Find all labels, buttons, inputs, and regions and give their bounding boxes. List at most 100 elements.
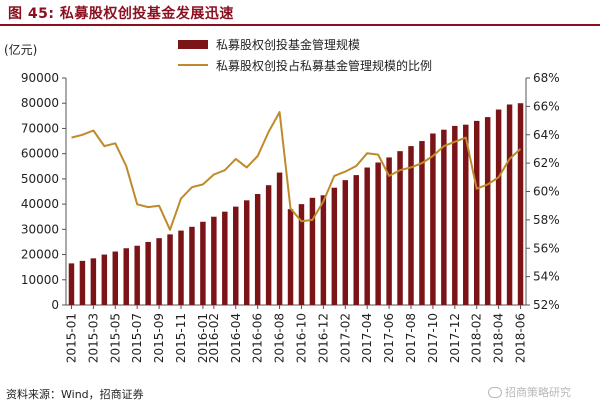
bar-2016-11 <box>309 197 316 305</box>
bar-2016-08 <box>276 172 283 305</box>
legend-bar-swatch <box>178 40 208 49</box>
x-tick-label: 2018-02 <box>470 313 484 363</box>
x-tick-label: 2017-08 <box>404 313 418 363</box>
bar-2018-06 <box>517 103 524 305</box>
x-tick-label: 2018-04 <box>492 313 506 363</box>
x-tick-label: 2017-12 <box>448 313 462 363</box>
x-tick-label: 2015-01 <box>64 313 78 363</box>
x-tick-label: 2015-09 <box>152 313 166 363</box>
bar-2018-04 <box>495 109 502 306</box>
y2-axis-ticks: 52% 54% 56% 58% 60% 62% 64% 66% 68% <box>526 71 560 312</box>
x-tick-label: 2017-02 <box>338 313 352 363</box>
x-tick-label: 2016-12 <box>316 313 330 363</box>
x-tick-label: 2015-05 <box>108 313 122 363</box>
x-tick-label: 2016-06 <box>251 313 265 363</box>
bar-2015-12 <box>189 226 195 305</box>
y-tick-label: 20000 <box>21 248 59 262</box>
ratio-line <box>71 111 522 231</box>
y-unit-label: (亿元) <box>4 42 37 57</box>
y2-tick-label: 56% <box>533 241 560 255</box>
bar-2016-04 <box>233 206 239 305</box>
bar-2015-06 <box>123 248 129 305</box>
y2-tick-label: 66% <box>533 99 560 113</box>
bar-2015-11 <box>178 230 184 305</box>
x-tick-label: 2015-11 <box>174 313 188 363</box>
x-tick-label: 2017-04 <box>360 313 374 363</box>
source-note: 资料来源：Wind，招商证券 <box>6 388 144 401</box>
x-tick-label: 2017-06 <box>382 313 396 363</box>
legend: 私募股权创投基金管理规模 私募股权创投占私募基金管理规模的比例 <box>178 37 432 73</box>
bar-2015-09 <box>156 238 162 305</box>
bar-series <box>68 103 524 306</box>
bar-2015-04 <box>101 254 108 305</box>
bar-2016-01 <box>200 221 206 305</box>
x-tick-label: 2018-06 <box>514 313 528 363</box>
x-tick-label: 2015-03 <box>86 313 100 363</box>
x-tick-label: 2016-04 <box>229 313 243 363</box>
y2-tick-label: 64% <box>533 128 560 142</box>
y-tick-label: 10000 <box>21 273 59 287</box>
bar-2016-02 <box>211 216 217 305</box>
bar-2015-10 <box>167 234 173 305</box>
y2-tick-label: 68% <box>533 71 560 85</box>
y-tick-label: 50000 <box>21 172 59 186</box>
y-tick-label: 70000 <box>21 121 59 135</box>
x-tick-label: 2016-01 <box>196 313 210 363</box>
y-tick-label: 80000 <box>21 96 59 110</box>
bar-2018-01 <box>463 124 469 306</box>
bar-2017-06 <box>386 157 392 305</box>
x-tick-label: 2015-07 <box>130 313 144 363</box>
y-tick-label: 0 <box>51 298 59 312</box>
bar-2018-02 <box>473 120 480 305</box>
legend-bar-label: 私募股权创投基金管理规模 <box>216 37 360 52</box>
y-axis-ticks: 0 10000 20000 30000 40000 50000 60000 70000 8000… <box>21 71 66 312</box>
bar-2015-02 <box>79 260 86 305</box>
y-tick-label: 90000 <box>21 71 59 85</box>
bar-2016-06 <box>254 194 261 305</box>
y-tick-label: 60000 <box>21 147 59 161</box>
bar-2016-03 <box>222 211 228 305</box>
x-tick-label: 2016-10 <box>294 313 308 363</box>
bar-2015-05 <box>112 251 119 305</box>
bar-2015-03 <box>90 258 97 305</box>
x-axis-ticks: 2015-01 2015-03 2015-05 2015-07 2015-09 2015-… <box>64 305 528 363</box>
x-tick-label: 2016-02 <box>207 313 221 363</box>
y-tick-label: 30000 <box>21 222 59 236</box>
bar-2016-09 <box>287 209 294 305</box>
bar-2016-10 <box>298 204 305 305</box>
bar-2017-12 <box>452 125 458 305</box>
bar-2015-08 <box>145 241 151 305</box>
watermark-text: 招商策略研究 <box>505 386 571 399</box>
bar-2017-05 <box>375 162 381 305</box>
bar-2017-03 <box>353 175 359 305</box>
bar-2017-02 <box>342 180 349 305</box>
x-tick-label: 2016-08 <box>273 313 287 363</box>
bar-2017-11 <box>441 129 447 305</box>
y-tick-label: 40000 <box>21 197 59 211</box>
bar-2018-05 <box>506 104 513 305</box>
figure-title: 图 45: 私募股权创投基金发展迅速 <box>8 6 234 22</box>
bar-2016-05 <box>243 200 250 305</box>
bar-2017-10 <box>430 133 436 305</box>
watermark: 招商策略研究 <box>488 384 571 400</box>
y2-tick-label: 60% <box>533 185 560 199</box>
bar-2016-12 <box>320 195 327 305</box>
title-rule <box>0 24 600 26</box>
y2-tick-label: 52% <box>533 298 560 312</box>
legend-line-label: 私募股权创投占私募基金管理规模的比例 <box>216 58 432 73</box>
bar-2017-04 <box>364 167 370 305</box>
y2-tick-label: 54% <box>533 270 560 284</box>
wechat-icon <box>488 387 502 398</box>
bar-2017-08 <box>408 146 414 305</box>
bar-2015-01 <box>68 263 75 305</box>
bar-2015-07 <box>134 245 140 305</box>
line-series <box>71 111 522 231</box>
bar-2017-01 <box>331 187 338 305</box>
bar-2017-09 <box>419 141 425 305</box>
bar-2017-07 <box>397 151 403 305</box>
x-tick-label: 2017-10 <box>426 313 440 363</box>
y2-tick-label: 62% <box>533 156 560 170</box>
bar-2018-03 <box>484 117 491 305</box>
y2-tick-label: 58% <box>533 213 560 227</box>
